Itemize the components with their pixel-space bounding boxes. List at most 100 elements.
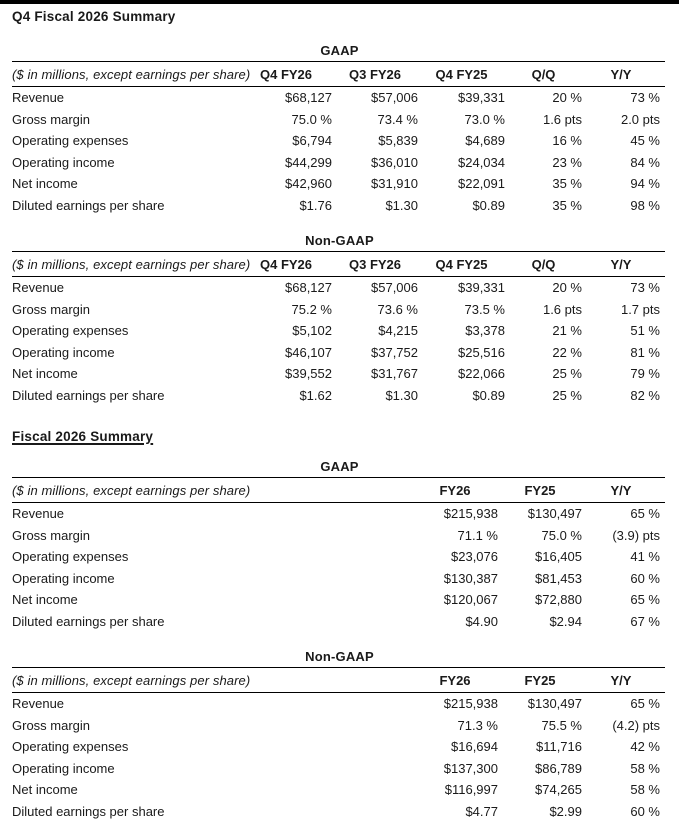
row-label: Operating income (12, 760, 115, 776)
column-header: Q/Q (505, 61, 582, 87)
cell-value: $39,331 (458, 280, 505, 296)
column-header: Y/Y (582, 251, 665, 277)
cell-value: 60 % (630, 570, 660, 586)
cell-value: 22 % (552, 344, 582, 360)
cell-value: 75.0 % (291, 111, 332, 127)
fiscal-gaap-section: GAAP ($ in millions, except earnings per… (12, 460, 667, 632)
cell-value: 79 % (630, 366, 660, 382)
cell-value: 45 % (630, 133, 660, 149)
row-label: Operating expenses (12, 549, 129, 565)
row-label: Net income (12, 176, 78, 192)
table-heading: Non-GAAP (305, 233, 374, 248)
table-row: Net income $116,997 $74,265 58 % (12, 779, 665, 801)
cell-value: 84 % (630, 154, 660, 170)
cell-value: 73.0 % (464, 111, 505, 127)
column-header: FY25 (498, 667, 582, 693)
cell-value: 71.1 % (457, 527, 498, 543)
cell-value: $16,405 (535, 549, 582, 565)
cell-value: $39,331 (458, 90, 505, 106)
cell-value: $25,516 (458, 344, 505, 360)
q4-gaap-section: GAAP ($ in millions, except earnings per… (12, 44, 667, 216)
cell-value: $116,997 (444, 782, 498, 798)
fiscal-gaap-table: ($ in millions, except earnings per shar… (12, 477, 665, 632)
cell-value: $130,497 (527, 696, 582, 712)
cell-value: $22,066 (458, 366, 505, 382)
cell-value: (3.9) pts (612, 527, 660, 543)
table-row: Gross margin 71.1 % 75.0 % (3.9) pts (12, 525, 665, 547)
table-row: Operating income $46,107 $37,752 $25,516 22 … (12, 342, 665, 364)
cell-value: 35 % (552, 197, 582, 213)
row-label: Gross margin (12, 301, 91, 317)
cell-value: 94 % (630, 176, 660, 192)
cell-value: 65 % (630, 506, 660, 522)
cell-value: $2.94 (549, 613, 582, 629)
table-row: Operating income $137,300 $86,789 58 % (12, 758, 665, 780)
table-row: Net income $42,960 $31,910 $22,091 35 % 94 % (12, 173, 665, 195)
row-label: Diluted earnings per share (12, 803, 165, 819)
cell-value: $42,960 (285, 176, 332, 192)
cell-value: $215,938 (443, 696, 498, 712)
cell-value: $11,716 (535, 739, 582, 755)
table-row: Diluted earnings per share $1.62 $1.30 $0.8… (12, 385, 665, 407)
cell-value: 73 % (630, 90, 660, 106)
row-label: Revenue (12, 696, 65, 712)
column-header: Q3 FY26 (332, 251, 418, 277)
column-header: Y/Y (582, 477, 665, 503)
cell-value: $0.89 (472, 387, 505, 403)
cell-value: 41 % (630, 549, 660, 565)
column-header: Y/Y (582, 667, 665, 693)
row-label: Revenue (12, 506, 65, 522)
cell-value: 81 % (630, 344, 660, 360)
table-row: Operating income $44,299 $36,010 $24,034 23 … (12, 152, 665, 174)
table-heading: GAAP (320, 43, 359, 58)
cell-value: 51 % (630, 323, 660, 339)
cell-value: $5,839 (378, 133, 418, 149)
cell-value: 75.5 % (541, 717, 582, 733)
table-row: Diluted earnings per share $1.76 $1.30 $0.8… (12, 195, 665, 217)
cell-value: $2.99 (549, 803, 582, 819)
cell-value: 1.6 pts (542, 111, 582, 127)
row-label: Net income (12, 366, 78, 382)
cell-value: 73.4 % (377, 111, 418, 127)
cell-value: $31,767 (371, 366, 418, 382)
cell-value: 1.7 pts (620, 301, 660, 317)
cell-value: 73.5 % (464, 301, 505, 317)
column-header: Q4 FY26 (240, 251, 332, 277)
table-row: Revenue $215,938 $130,497 65 % (12, 693, 665, 715)
cell-value: $4,689 (465, 133, 505, 149)
table-row: Net income $120,067 $72,880 65 % (12, 589, 665, 611)
table-caption: ($ in millions, except earnings per shar… (12, 667, 412, 693)
cell-value: $120,067 (443, 592, 498, 608)
cell-value: 75.0 % (541, 527, 582, 543)
cell-value: $3,378 (465, 323, 505, 339)
cell-value: 67 % (630, 613, 660, 629)
top-border (0, 0, 679, 4)
q4-non-gaap-section: Non-GAAP ($ in millions, except earnings… (12, 234, 667, 406)
row-label: Net income (12, 782, 78, 798)
table-row: Operating expenses $6,794 $5,839 $4,689 16 %… (12, 130, 665, 152)
cell-value: $46,107 (285, 344, 332, 360)
table-row: Gross margin 75.0 % 73.4 % 73.0 % 1.6 pts 2.0… (12, 109, 665, 131)
cell-value: $215,938 (443, 506, 498, 522)
row-label: Operating expenses (12, 739, 129, 755)
cell-value: $4.77 (465, 803, 498, 819)
cell-value: $4.90 (465, 613, 498, 629)
cell-value: $130,387 (443, 570, 498, 586)
cell-value: 35 % (552, 176, 582, 192)
header-row: ($ in millions, except earnings per shar… (12, 477, 665, 503)
header-row: ($ in millions, except earnings per shar… (12, 667, 665, 693)
row-label: Diluted earnings per share (12, 613, 165, 629)
cell-value: $74,265 (535, 782, 582, 798)
cell-value: $57,006 (371, 90, 418, 106)
cell-value: $31,910 (371, 176, 418, 192)
cell-value: 23 % (552, 154, 582, 170)
cell-value: 65 % (630, 696, 660, 712)
table-row: Operating expenses $23,076 $16,405 41 % (12, 546, 665, 568)
header-row: ($ in millions, except earnings per shar… (12, 61, 665, 87)
column-header: FY25 (498, 477, 582, 503)
cell-value: $1.30 (385, 197, 418, 213)
header-row: ($ in millions, except earnings per shar… (12, 251, 665, 277)
cell-value: $44,299 (285, 154, 332, 170)
column-header: Q4 FY25 (418, 251, 505, 277)
table-caption: ($ in millions, except earnings per shar… (12, 251, 250, 277)
